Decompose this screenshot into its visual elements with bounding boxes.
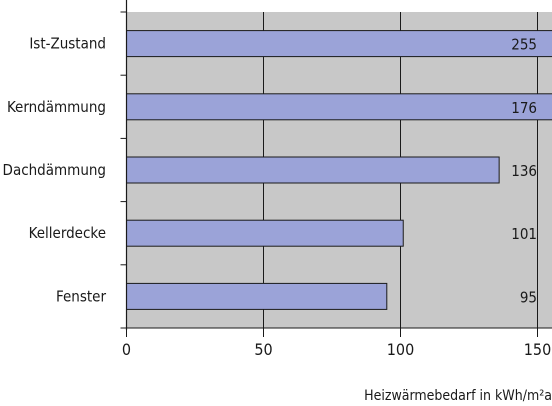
- axes: [120, 0, 552, 337]
- value-label: 176: [511, 99, 537, 117]
- x-tick-label: 0: [122, 340, 131, 359]
- value-label: 136: [511, 162, 537, 180]
- x-tick-labels: 050100150200250300: [122, 340, 551, 359]
- bar: [126, 30, 552, 58]
- value-label: 255: [511, 36, 537, 54]
- category-label: Kerndämmung: [7, 98, 106, 116]
- value-label: 101: [511, 225, 537, 243]
- category-label: Kellerdecke: [29, 224, 106, 242]
- category-labels: Ist-Zustand Kerndämmung Dachdämmung Kellerd…: [3, 35, 107, 306]
- value-labels: 255 176 136 101 95: [511, 36, 537, 307]
- value-label: 95: [520, 288, 537, 306]
- x-axis-title: Heizwärmebedarf in kWh/m²a: [364, 388, 552, 404]
- bar: [126, 219, 404, 247]
- bar: [126, 93, 552, 121]
- category-label: Ist-Zustand: [29, 35, 106, 53]
- x-tick-label: 150: [524, 340, 551, 359]
- bar: [126, 282, 388, 310]
- x-tick-label: 100: [387, 340, 414, 359]
- category-label: Dachdämmung: [3, 161, 106, 179]
- bars: [126, 30, 552, 310]
- category-label: Fenster: [56, 287, 106, 305]
- bar: [126, 156, 500, 184]
- x-tick-label: 50: [254, 340, 272, 359]
